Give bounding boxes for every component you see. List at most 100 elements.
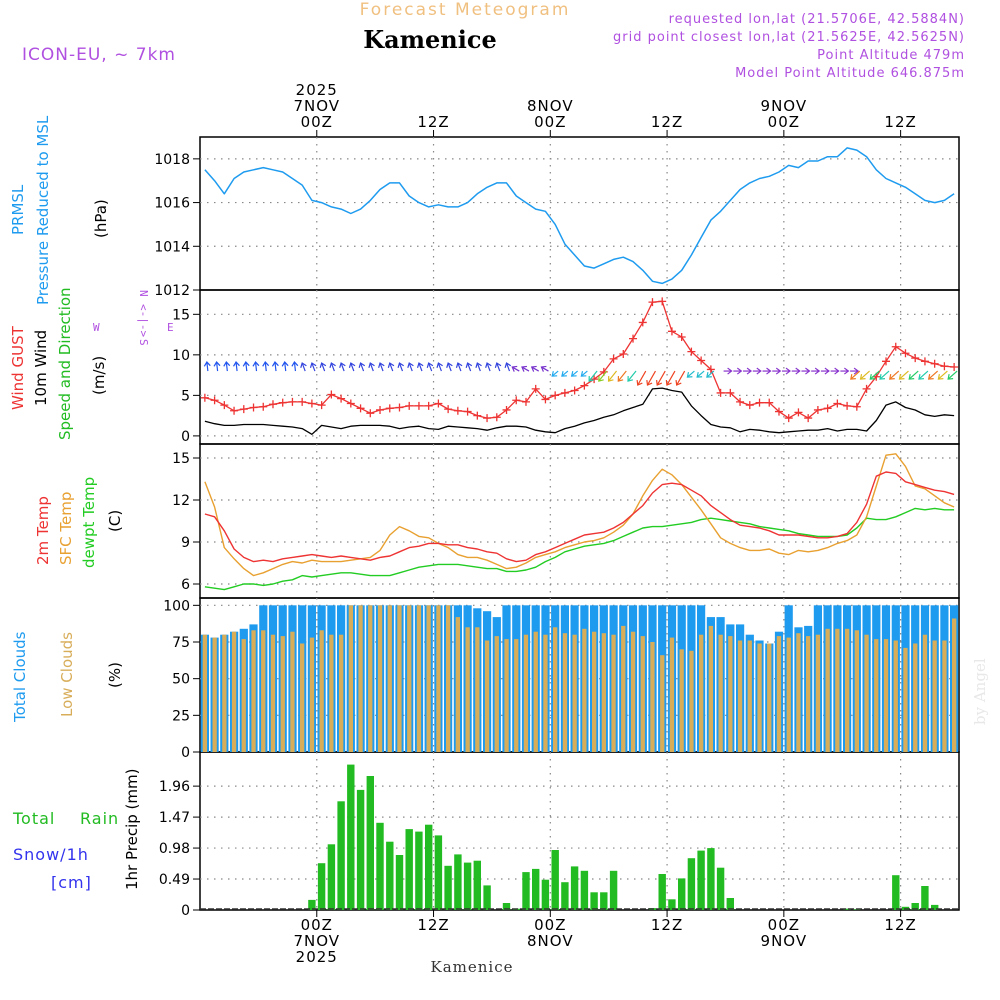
wind-arrow <box>676 370 686 386</box>
wind-arrow <box>496 362 501 372</box>
gust-marker <box>901 349 910 358</box>
gust-marker <box>259 402 268 411</box>
low-cloud-bar <box>699 634 704 752</box>
model-name: ICON-EU, ~ 7km <box>22 45 176 65</box>
low-cloud-bar <box>455 617 460 752</box>
wind-ytick-label: 5 <box>181 388 190 404</box>
wind-arrow-head <box>281 361 289 367</box>
gust-marker <box>288 397 297 406</box>
wind-arrow-head <box>540 365 547 372</box>
low-cloud-bar <box>806 636 811 752</box>
wind-10m-label: 10m Wind <box>32 330 50 406</box>
wind-arrow-head <box>746 367 753 375</box>
wind-arrow-head <box>436 362 443 369</box>
rain-bar <box>658 874 666 910</box>
wind-arrow <box>646 370 657 386</box>
gust-marker <box>794 408 803 417</box>
low-cloud-bar <box>358 605 363 752</box>
low-cloud-bar <box>786 637 791 752</box>
low-cloud-bar <box>494 636 499 752</box>
low-cloud-bar <box>504 639 509 752</box>
compass-north: N <box>137 290 150 297</box>
wind-arrow <box>437 362 442 372</box>
low-cloud-bar <box>601 633 606 752</box>
rain-bar <box>551 850 559 910</box>
gust-marker <box>804 414 813 423</box>
wind-arrow-head <box>937 374 944 380</box>
wind-arrow-head <box>329 362 336 369</box>
rain-bar <box>687 858 696 910</box>
gust-marker <box>366 409 375 418</box>
rain-bar <box>395 855 404 910</box>
gust-marker <box>405 401 414 410</box>
clouds-ytick-label: 75 <box>172 635 190 651</box>
gridpoint-coordinates: grid point closest lon,lat (21.5625E, 42… <box>613 30 965 45</box>
gust-marker <box>560 388 569 397</box>
wind-arrow-head <box>879 374 886 380</box>
bottom-time-label: 00Z <box>534 916 566 934</box>
gust-marker <box>765 398 774 407</box>
wind-arrow <box>274 361 277 372</box>
requested-coordinates: requested lon,lat (21.5706E, 42.5884N) <box>669 12 965 27</box>
total-rain-total-label: Total <box>12 809 55 828</box>
wind-arrow-head <box>850 374 856 380</box>
low-cloud-bar <box>543 634 548 752</box>
low-cloud-bar <box>241 639 246 752</box>
gust-marker <box>677 333 686 342</box>
gust-marker <box>453 406 462 415</box>
wind-arrow-head <box>627 376 634 382</box>
low-cloud-bar <box>913 643 918 752</box>
low-cloud-bar <box>893 640 898 752</box>
wind-arrow-head <box>319 362 327 369</box>
low-cloud-bar <box>825 628 830 752</box>
wind-arrow <box>235 361 238 372</box>
low-cloud-bar <box>942 640 947 752</box>
y-axis-ticks: 1012 1014 1016 1018 0 5 10 15 6 9 12 15 0 25 50 75 100 0 0… <box>154 152 200 919</box>
pressure-msl-label: Pressure Reduced to MSL <box>34 115 52 305</box>
gust-marker <box>551 391 560 400</box>
bottom-time-label: 12Z <box>651 916 683 934</box>
wind-arrow <box>860 370 870 380</box>
low-cloud-bar <box>514 639 519 752</box>
gust-marker <box>774 407 783 416</box>
wind-arrow-head <box>889 374 895 380</box>
wind-arrow-head <box>416 362 424 369</box>
gust-marker <box>298 397 307 406</box>
gust-marker <box>541 395 550 404</box>
chart-type-title: Forecast Meteogram <box>360 0 571 20</box>
clouds-ytick-label: 25 <box>172 708 190 724</box>
gust-marker <box>385 404 394 413</box>
rain-bar <box>327 844 336 910</box>
wind-arrow <box>398 362 404 372</box>
low-cloud-bar <box>212 637 217 752</box>
low-cloud-bar <box>689 650 694 752</box>
pressure-ytick-label: 1012 <box>154 283 190 299</box>
wind-arrow-head <box>696 372 703 378</box>
dewpoint-line <box>204 507 955 591</box>
gust-marker <box>483 414 492 423</box>
rain-bar <box>580 870 589 910</box>
gust-marker <box>239 405 248 414</box>
wind-arrow <box>467 362 472 372</box>
gust-marker <box>473 411 482 420</box>
gust-marker <box>940 362 949 371</box>
low-cloud-bar <box>864 634 869 752</box>
wind-arrow-head <box>607 376 614 382</box>
low-cloud-bar <box>718 634 723 752</box>
rain-bar <box>921 886 929 910</box>
wind-ytick-label: 10 <box>172 348 190 364</box>
wind-arrow <box>215 361 219 372</box>
gust-marker <box>658 297 667 306</box>
wind-arrow-head <box>223 361 231 367</box>
gust-marker <box>823 404 832 413</box>
gust-marker <box>580 381 589 390</box>
gust-marker <box>570 386 579 395</box>
wind-arrow <box>225 361 228 372</box>
wind-arrow-head <box>675 380 682 386</box>
wind-arrow <box>457 362 462 372</box>
low-cloud-bar <box>222 634 227 752</box>
pressure-ytick-label: 1018 <box>154 152 190 168</box>
pressure-line <box>204 147 955 285</box>
low-cloud-bar <box>387 605 392 752</box>
